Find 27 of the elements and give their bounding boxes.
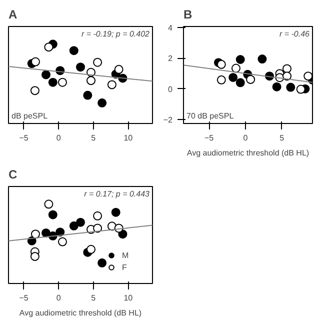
y-tick-label: −2	[163, 116, 174, 125]
y-tick-label: 0	[168, 84, 174, 94]
text: r = 0.17; p = 0.443	[84, 190, 150, 198]
text: dB peSPL	[12, 112, 48, 120]
annotation: r = -0.46	[279, 30, 310, 38]
text: r = -0.19; p = 0.402	[81, 30, 150, 38]
legend-label: F	[122, 262, 128, 272]
chart-title: C	[8, 168, 18, 182]
x-tick-label: 5	[91, 134, 96, 142]
annotation: 70 dB peSPL	[186, 112, 234, 120]
x-tick-label: −5	[19, 294, 29, 302]
y-tick-label: 4	[168, 23, 174, 32]
x-tick-label: 5	[280, 134, 285, 142]
x-tick-label: 10	[124, 294, 134, 302]
x-tick-label: −5	[204, 134, 214, 142]
legend-label: M	[122, 250, 130, 260]
x-axis-title: Avg audiometric threshold (dB HL)	[186, 148, 310, 158]
x-tick-label: −5	[19, 134, 29, 142]
x-tick-label: 0	[56, 294, 62, 302]
chart-title: A	[8, 8, 18, 22]
y-tick-label: 2	[168, 54, 174, 64]
x-axis-title: Avg audiometric threshold (dB HL)	[19, 308, 142, 318]
chart-title: B	[184, 8, 192, 22]
x-tick-label: 0	[243, 134, 248, 142]
x-tick-label: 0	[56, 134, 62, 142]
x-tick-label: 5	[91, 294, 96, 302]
x-tick-label: 10	[124, 134, 134, 142]
